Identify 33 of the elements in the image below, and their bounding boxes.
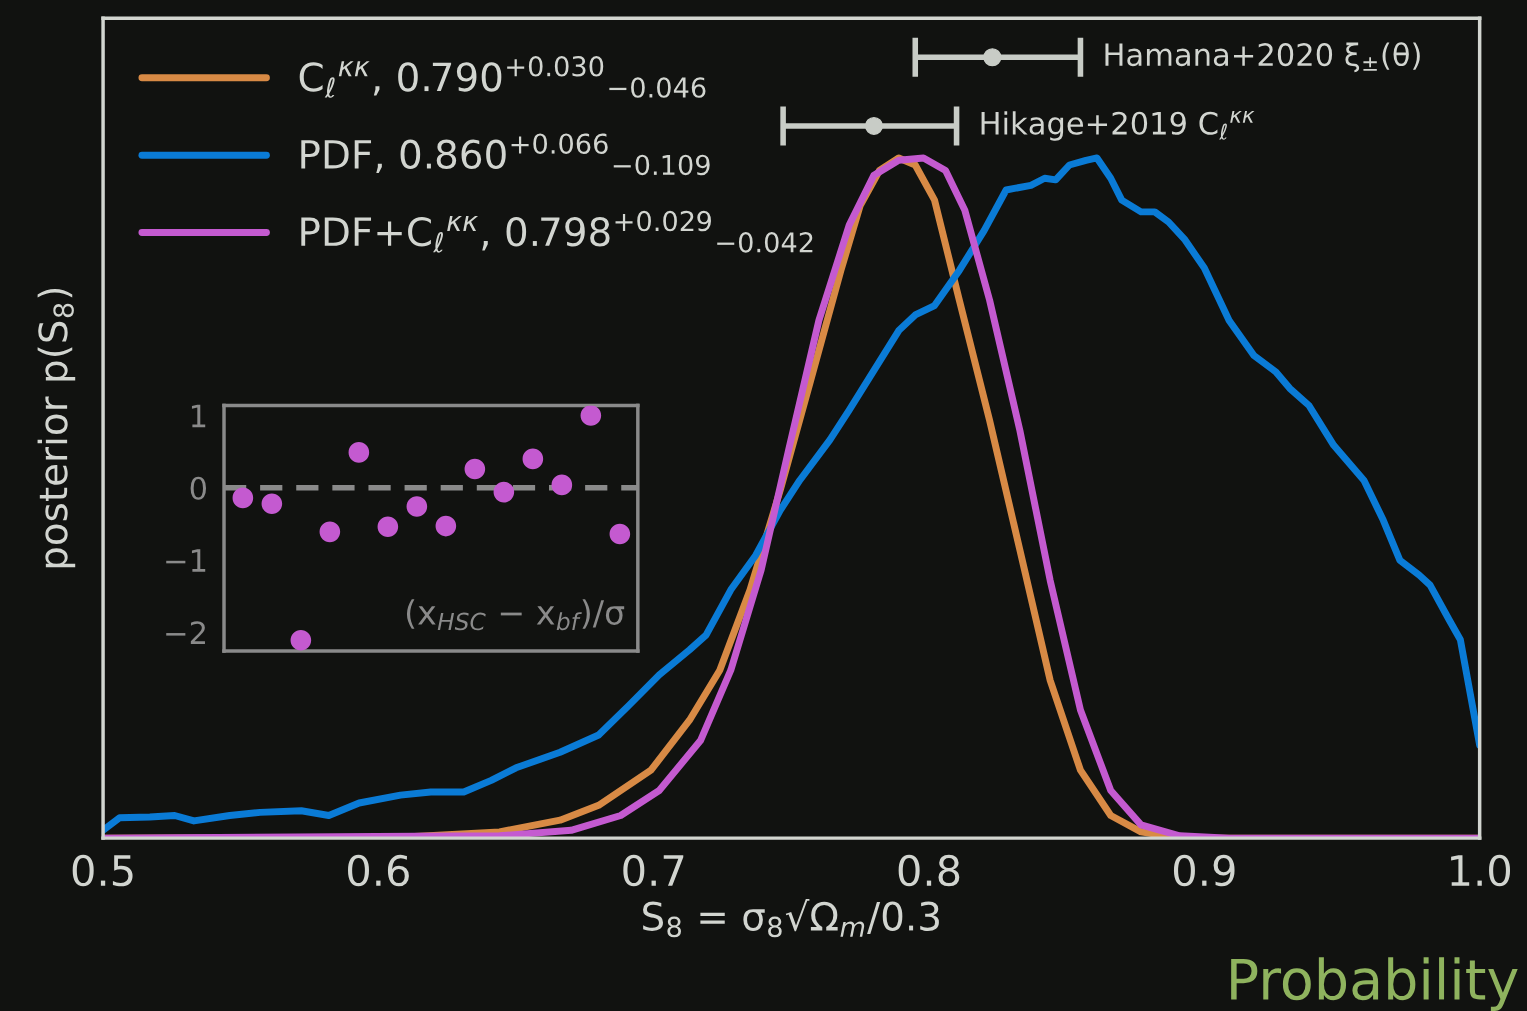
point: [406, 496, 428, 517]
y-tick-label: 0: [190, 476, 207, 500]
legend-label: C$_{ℓ}$$^{κκ}$, 0.790$^{+0.030}$$_{−0.046}$: [299, 56, 706, 98]
y-tick-label: 1: [191, 404, 206, 428]
point: [319, 521, 341, 543]
point: [348, 442, 370, 463]
point: [261, 493, 283, 514]
point: [435, 515, 457, 537]
legend-label: PDF, 0.860$^{+0.066}$$_{−0.109}$: [301, 133, 710, 176]
annotation: Hamana+2020 ξ$_{±}$(θ): [1105, 42, 1420, 73]
y-tick-label: −2: [166, 621, 205, 644]
legend-label: PDF+C$_{ℓ}$$^{κκ}$, 0.798$^{+0.029}$$_{−0.042}$: [301, 210, 813, 253]
x-tick-label: 0.6: [348, 854, 409, 887]
point: [290, 629, 312, 651]
x-tick-label: 1.0: [1451, 854, 1511, 887]
x-tick-label: 0.9: [1173, 854, 1235, 887]
annotation: Hikage+2019 C$_{ℓ}$$^{κκ}$: [981, 110, 1255, 141]
y-tick-label: −1: [166, 549, 206, 572]
point: [232, 487, 254, 509]
x-tick-label: 0.8: [898, 854, 960, 887]
point: [377, 516, 399, 538]
point: [522, 448, 544, 470]
x-axis-title: S$_{8}$ = σ$_{8}$√Ω$_{m}$/0.3: [643, 898, 939, 938]
point: [580, 405, 602, 426]
point: [464, 458, 486, 480]
x-tick-label: 0.7: [623, 854, 684, 887]
y-axis-title: posterior p(S$_{8}$): [37, 288, 76, 568]
annotation: (x$_{HSC}$ − x$_{bf}$)/σ: [406, 599, 625, 631]
x-tick-label: 0.5: [72, 854, 133, 887]
point: [493, 481, 515, 503]
point: [609, 523, 631, 545]
text: Probability: [1231, 957, 1518, 1011]
point: [551, 474, 573, 496]
